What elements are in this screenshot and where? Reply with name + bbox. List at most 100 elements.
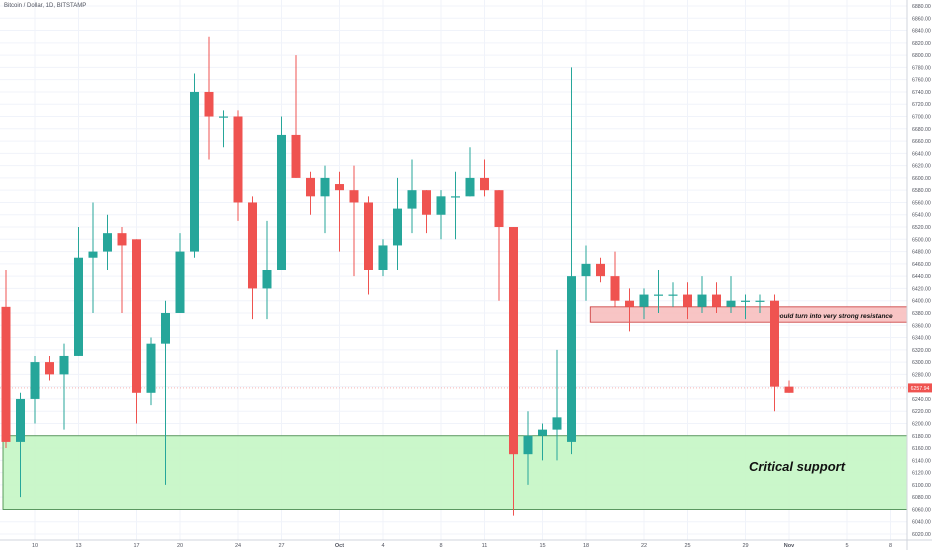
- candle-body: [204, 91, 214, 117]
- candle-body: [30, 362, 40, 399]
- x-tick-label: 4: [381, 543, 384, 549]
- candle-body: [146, 343, 156, 393]
- y-tick-label: 6180.00: [912, 434, 931, 440]
- candle-body: [378, 245, 388, 270]
- y-tick-label: 6280.00: [912, 372, 931, 378]
- y-tick-label: 6760.00: [912, 78, 931, 84]
- candle-body: [465, 177, 475, 197]
- candle-body: [161, 312, 170, 344]
- y-tick-label: 6560.00: [912, 200, 931, 206]
- candle-body: [407, 190, 417, 209]
- y-tick-label: 6880.00: [912, 4, 931, 10]
- candle-body: [741, 300, 750, 302]
- candle-body: [712, 294, 721, 307]
- candle-body: [1, 306, 11, 442]
- y-tick-label: 6320.00: [912, 348, 931, 354]
- candle-body: [523, 435, 533, 455]
- x-tick-label: 10: [32, 543, 38, 549]
- candle-body: [538, 429, 547, 436]
- y-tick-label: 6340.00: [912, 336, 931, 342]
- candle-body: [393, 208, 402, 246]
- candle-body: [770, 300, 779, 387]
- x-tick-label: 27: [278, 543, 284, 549]
- y-tick-label: 6200.00: [912, 421, 931, 427]
- x-tick-label: 20: [177, 543, 183, 549]
- x-tick-label: Nov: [784, 543, 795, 549]
- candle-body: [509, 227, 518, 455]
- x-tick-label: 13: [75, 543, 81, 549]
- y-tick-label: 6500.00: [912, 237, 931, 243]
- candle-body: [668, 294, 678, 296]
- x-tick-label: 24: [235, 543, 241, 549]
- candle-body: [132, 239, 141, 393]
- candle-body: [349, 190, 359, 203]
- candle-body: [233, 116, 243, 203]
- y-tick-label: 6160.00: [912, 446, 931, 452]
- x-tick-label: 29: [742, 543, 748, 549]
- y-tick-label: 6480.00: [912, 250, 931, 256]
- candle-body: [567, 276, 576, 442]
- x-tick-label: 8: [889, 543, 892, 549]
- y-tick-label: 6040.00: [912, 520, 931, 526]
- y-tick-label: 6080.00: [912, 495, 931, 501]
- y-tick-label: 6100.00: [912, 483, 931, 489]
- y-tick-label: 6120.00: [912, 471, 931, 477]
- x-tick-label: 17: [133, 543, 139, 549]
- candle-body: [364, 202, 373, 270]
- chart-title: Bitcoin / Dollar, 1D, BITSTAMP: [4, 3, 87, 9]
- x-tick-label: 15: [539, 543, 545, 549]
- candle-body: [451, 196, 460, 198]
- y-tick-label: 6860.00: [912, 16, 931, 22]
- y-tick-label: 6380.00: [912, 311, 931, 317]
- y-tick-label: 6420.00: [912, 286, 931, 292]
- candle-body: [581, 263, 591, 277]
- candle-body: [262, 270, 272, 289]
- candle-body: [683, 294, 692, 307]
- candle-body: [117, 233, 127, 246]
- x-tick-label: 8: [439, 543, 442, 549]
- candle-body: [639, 294, 649, 307]
- y-tick-label: 6300.00: [912, 360, 931, 366]
- y-tick-label: 6440.00: [912, 274, 931, 280]
- y-tick-label: 6720.00: [912, 102, 931, 108]
- candle-body: [219, 116, 228, 118]
- x-tick-label: 22: [641, 543, 647, 549]
- y-tick-label: 6540.00: [912, 213, 931, 219]
- y-tick-label: 6700.00: [912, 115, 931, 121]
- candle-body: [480, 177, 489, 191]
- y-tick-label: 6680.00: [912, 127, 931, 133]
- candle-body: [726, 300, 736, 307]
- candle-body: [784, 386, 794, 393]
- candle-body: [277, 134, 286, 270]
- y-tick-label: 6660.00: [912, 139, 931, 145]
- y-tick-label: 6740.00: [912, 90, 931, 96]
- candle-body: [494, 190, 504, 228]
- last-price-label: 6257.94: [911, 386, 930, 392]
- y-tick-label: 6060.00: [912, 507, 931, 513]
- candle-body: [16, 398, 25, 442]
- candle-body: [335, 184, 344, 191]
- candle-body: [74, 257, 83, 356]
- x-tick-label: 25: [684, 543, 690, 549]
- candle-body: [103, 233, 112, 252]
- candle-body: [320, 177, 330, 197]
- y-tick-label: 6840.00: [912, 29, 931, 35]
- candle-body: [190, 91, 199, 252]
- candle-body: [654, 294, 663, 296]
- candle-body: [59, 355, 69, 375]
- y-tick-label: 6020.00: [912, 532, 931, 538]
- candle-body: [306, 177, 315, 197]
- y-tick-label: 6460.00: [912, 262, 931, 268]
- y-tick-label: 6140.00: [912, 458, 931, 464]
- candle-body: [610, 276, 620, 301]
- candle-body: [755, 300, 765, 302]
- candle-body: [697, 294, 707, 307]
- x-tick-label: 18: [583, 543, 589, 549]
- y-tick-label: 6640.00: [912, 151, 931, 157]
- y-tick-label: 6520.00: [912, 225, 931, 231]
- resistance-zone-label: Should turn into very strong resistance: [771, 313, 893, 320]
- candle-body: [422, 190, 431, 215]
- support-zone-label: Critical support: [749, 459, 846, 474]
